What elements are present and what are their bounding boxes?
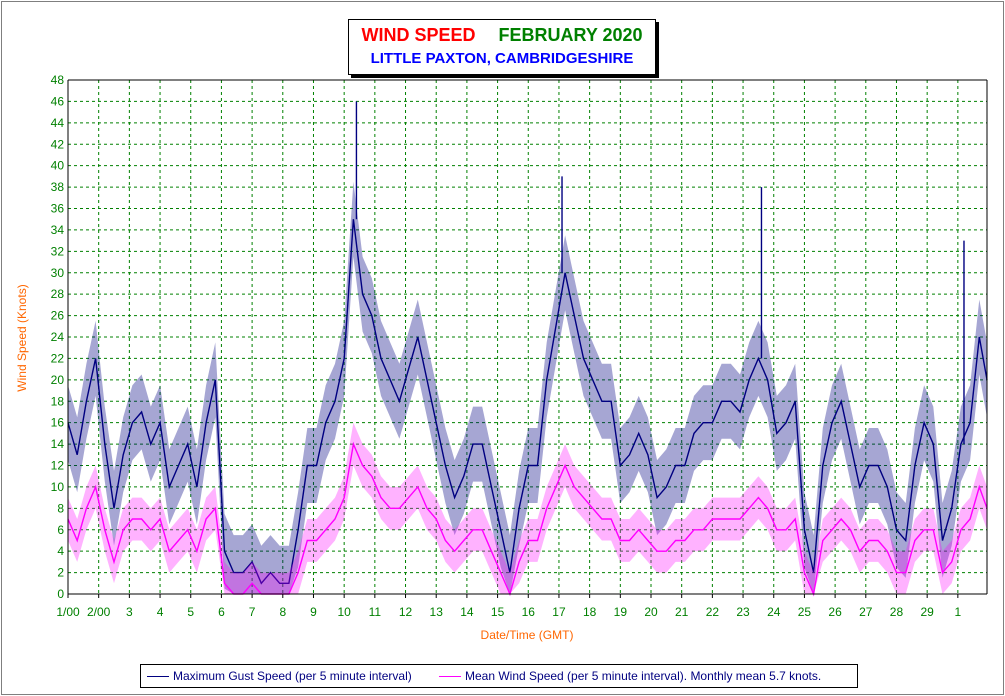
legend-label-mean: Mean Wind Speed (per 5 minute interval).…: [465, 669, 822, 683]
x-tick-label: 16: [522, 605, 536, 619]
legend-swatch-mean: [439, 676, 461, 678]
y-tick-label: 46: [51, 94, 65, 108]
x-tick-label: 9: [310, 605, 317, 619]
x-tick-label: 2/00: [87, 605, 111, 619]
y-tick-label: 36: [51, 202, 65, 216]
x-tick-label: 25: [798, 605, 812, 619]
x-tick-label: 11: [369, 605, 382, 619]
series-line: [67, 441, 988, 597]
y-tick-label: 22: [51, 351, 65, 365]
y-tick-label: 0: [57, 587, 64, 601]
x-tick-label: 27: [859, 605, 873, 619]
y-tick-labels: 0246810121416182022242628303234363840424…: [51, 73, 65, 601]
x-tick-label: 1: [955, 605, 962, 619]
y-tick-label: 48: [51, 73, 65, 87]
x-tick-label: 19: [614, 605, 628, 619]
y-tick-label: 18: [51, 394, 65, 408]
x-tick-label: 23: [736, 605, 750, 619]
series-layer: [67, 101, 988, 597]
series-mean: [67, 422, 988, 597]
series-gust: [67, 101, 988, 594]
legend: Maximum Gust Speed (per 5 minute interva…: [140, 664, 858, 688]
y-tick-label: 10: [51, 480, 65, 494]
y-tick-label: 14: [51, 437, 65, 451]
y-tick-label: 28: [51, 287, 65, 301]
x-tick-label: 1/00: [56, 605, 80, 619]
x-tick-label: 20: [644, 605, 658, 619]
x-tick-label: 14: [460, 605, 474, 619]
x-tick-label: 13: [430, 605, 444, 619]
x-tick-label: 6: [218, 605, 225, 619]
legend-label-gust: Maximum Gust Speed (per 5 minute interva…: [173, 669, 412, 683]
y-tick-label: 30: [51, 266, 65, 280]
y-tick-label: 6: [57, 523, 64, 537]
x-tick-label: 24: [767, 605, 781, 619]
axes: [67, 79, 988, 598]
x-tick-label: 10: [337, 605, 351, 619]
series-variability: [68, 181, 987, 594]
x-tick-label: 21: [675, 605, 689, 619]
y-tick-label: 20: [51, 373, 65, 387]
y-tick-label: 26: [51, 309, 65, 323]
x-tick-label: 4: [157, 605, 164, 619]
x-tick-labels: 1/00 2/00 3 4 5 6 7 8 9 10 11 12 13 14 15 16 17 18 19 20 21 2…: [56, 605, 961, 619]
y-tick-label: 24: [51, 330, 65, 344]
grid: [68, 79, 987, 594]
x-tick-label: 8: [279, 605, 286, 619]
series-line: [67, 219, 988, 585]
legend-item-gust: Maximum Gust Speed (per 5 minute interva…: [147, 669, 412, 683]
x-tick-label: 22: [706, 605, 720, 619]
x-tick-label: 3: [126, 605, 133, 619]
legend-swatch-gust: [147, 676, 169, 678]
y-axis-title: Wind Speed (Knots): [15, 284, 29, 392]
title-box: WIND SPEED FEBRUARY 2020 LITTLE PAXTON, …: [348, 19, 656, 75]
y-tick-label: 32: [51, 244, 65, 258]
x-tick-label: 12: [399, 605, 413, 619]
y-tick-label: 2: [57, 566, 64, 580]
chart-period: FEBRUARY 2020: [498, 25, 643, 45]
chart-title: WIND SPEED: [361, 25, 476, 45]
x-tick-label: 15: [491, 605, 505, 619]
x-tick-label: 17: [552, 605, 566, 619]
y-tick-label: 38: [51, 180, 65, 194]
legend-item-mean: Mean Wind Speed (per 5 minute interval).…: [439, 669, 821, 683]
x-tick-label: 29: [920, 605, 934, 619]
x-tick-label: 28: [890, 605, 904, 619]
y-tick-label: 12: [51, 459, 65, 473]
x-tick-label: 18: [583, 605, 597, 619]
y-tick-label: 40: [51, 159, 65, 173]
x-tick-label: 26: [828, 605, 842, 619]
x-tick-label: 7: [249, 605, 256, 619]
title-line: WIND SPEED FEBRUARY 2020: [349, 25, 655, 46]
series-variability: [68, 422, 987, 594]
y-tick-label: 4: [57, 544, 64, 558]
x-tick-label: 5: [187, 605, 194, 619]
chart-location: LITTLE PAXTON, CAMBRIDGESHIRE: [370, 50, 634, 67]
y-tick-label: 34: [51, 223, 65, 237]
y-tick-label: 44: [51, 116, 65, 130]
y-tick-label: 8: [57, 501, 64, 515]
y-tick-label: 42: [51, 137, 65, 151]
y-tick-label: 16: [51, 416, 65, 430]
x-axis-title: Date/Time (GMT): [480, 628, 574, 642]
